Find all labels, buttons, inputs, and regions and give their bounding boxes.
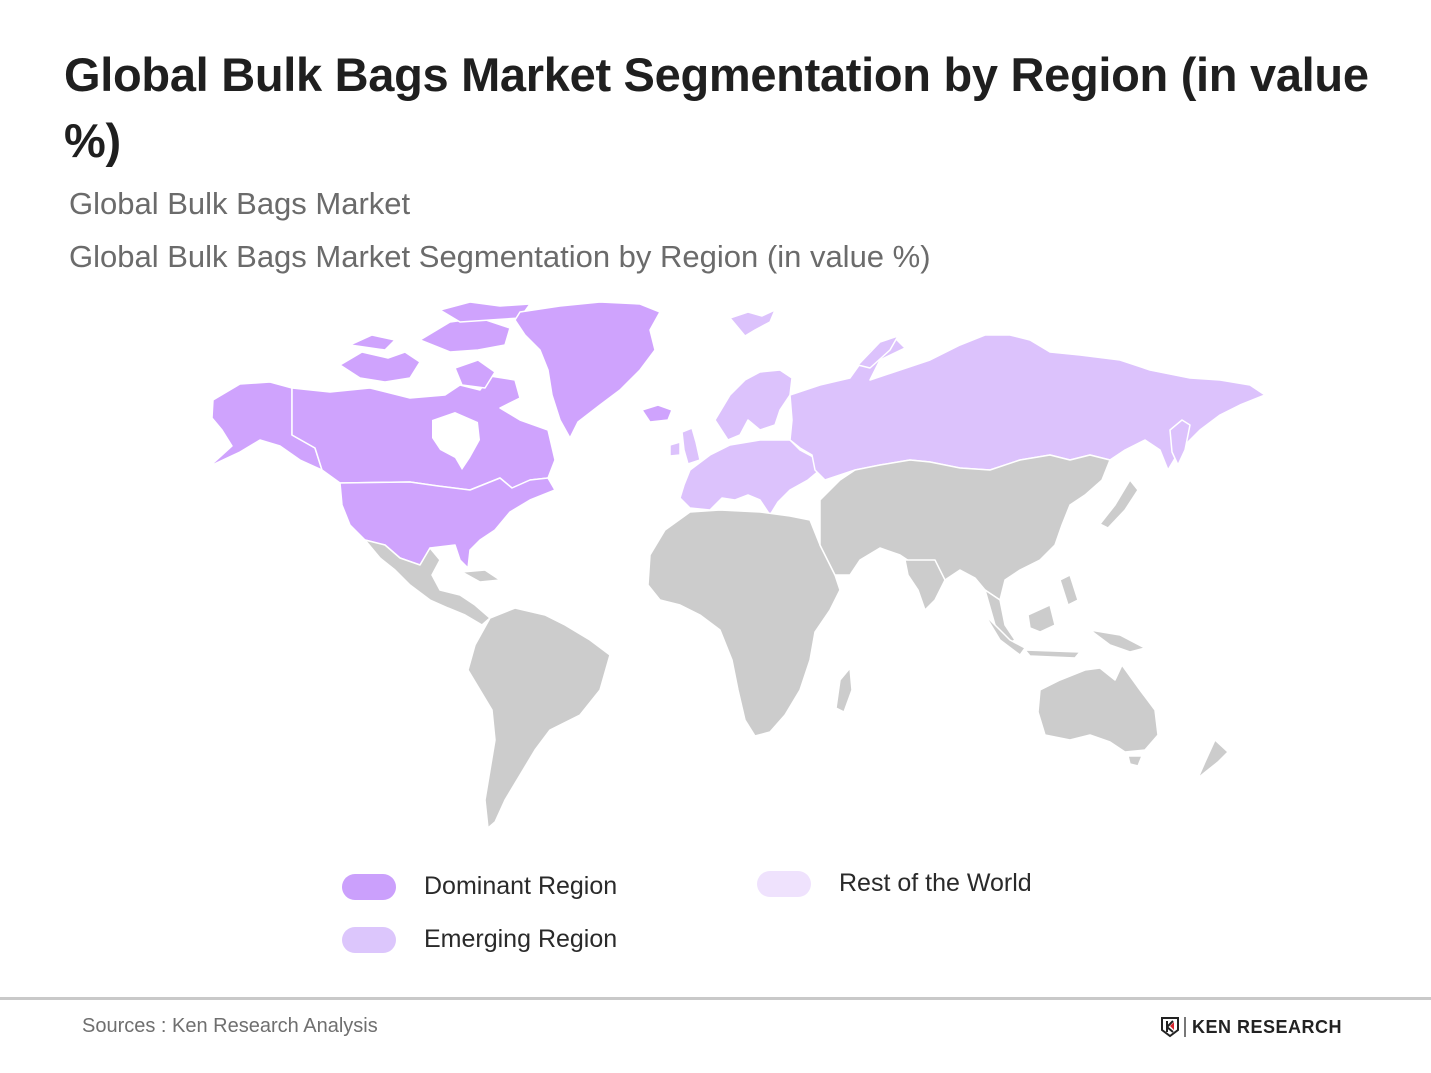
ken-shield-icon [1161, 1017, 1179, 1038]
source-note: Sources : Ken Research Analysis [82, 1015, 378, 1037]
brand-name: KEN RESEARCH [1192, 1016, 1343, 1037]
legend-item-dominant: Dominant Region [342, 872, 617, 901]
legend-item-rest: Rest of the World [757, 869, 1032, 898]
region-dominant-north-america [209, 301, 673, 569]
legend-label-emerging: Emerging Region [424, 925, 618, 953]
page-title: Global Bulk Bags Market Segmentation by … [64, 48, 1369, 167]
legend-swatch-rest [757, 870, 811, 897]
ken-research-logo: KEN RESEARCH [1160, 1016, 1342, 1038]
subtitle-segmentation: Global Bulk Bags Market Segmentation by … [69, 239, 931, 274]
subtitle-market: Global Bulk Bags Market [69, 186, 411, 221]
legend-item-emerging: Emerging Region [342, 925, 617, 954]
region-rest-of-world [364, 454, 1229, 829]
footer-divider [0, 997, 1431, 1000]
logo-divider [1184, 1017, 1186, 1037]
region-emerging-europe-russia [669, 309, 1266, 516]
world-map [209, 301, 1266, 829]
legend-label-rest: Rest of the World [839, 869, 1032, 897]
legend-label-dominant: Dominant Region [424, 872, 618, 900]
legend-swatch-dominant [342, 873, 396, 900]
legend-swatch-emerging [342, 926, 396, 953]
